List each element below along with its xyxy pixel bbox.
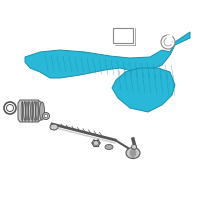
Ellipse shape [26,102,28,120]
Ellipse shape [132,144,136,150]
Ellipse shape [164,38,172,46]
Ellipse shape [50,124,58,130]
Ellipse shape [34,102,35,120]
Ellipse shape [44,114,48,118]
Polygon shape [18,100,42,122]
Ellipse shape [6,104,14,112]
FancyBboxPatch shape [113,28,133,43]
Ellipse shape [36,102,38,120]
Ellipse shape [29,102,30,120]
Ellipse shape [40,102,44,120]
Polygon shape [25,32,190,78]
Ellipse shape [24,102,25,120]
Ellipse shape [126,148,140,158]
Polygon shape [112,68,175,112]
Ellipse shape [31,102,33,120]
Ellipse shape [21,102,23,120]
Ellipse shape [42,112,50,119]
Ellipse shape [105,144,113,150]
Ellipse shape [94,140,98,146]
Ellipse shape [161,35,175,49]
